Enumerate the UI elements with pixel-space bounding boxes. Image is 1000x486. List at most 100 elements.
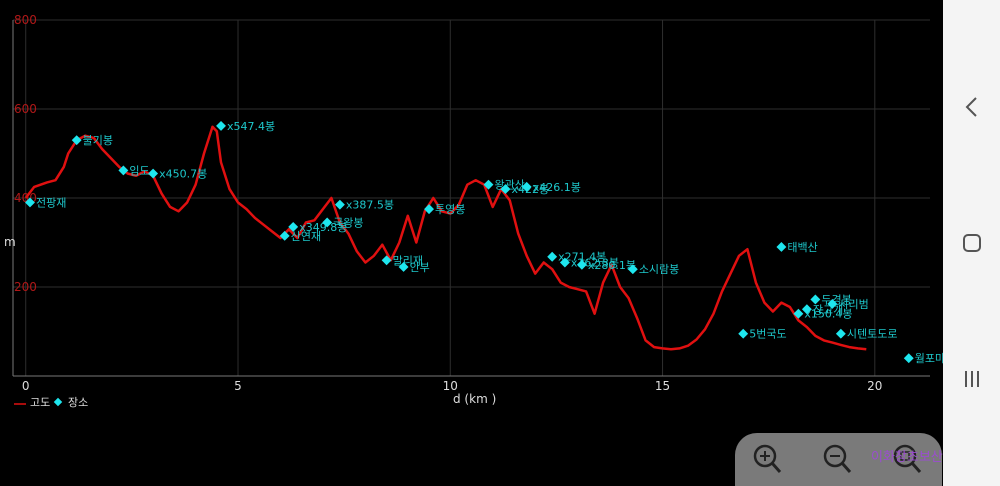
grid	[13, 19, 930, 376]
legend-elevation-label: 고도	[30, 396, 50, 409]
place-marker[interactable]: x349.8봉	[288, 221, 347, 234]
place-diamond-icon	[118, 165, 129, 176]
place-label: 국왕봉	[333, 216, 363, 229]
place-marker[interactable]: x150.4봉	[793, 308, 853, 321]
place-marker[interactable]: 장고개	[801, 303, 843, 316]
place-diamond-icon	[334, 199, 345, 210]
x-tick-label: 10	[443, 379, 458, 393]
place-marker[interactable]: 국왕봉	[322, 216, 364, 229]
place-label: x349.8봉	[299, 221, 347, 234]
legend: 고도 장소	[14, 396, 88, 409]
place-diamond-icon	[835, 328, 846, 339]
x-tick-label: 20	[867, 379, 882, 393]
back-chevron-icon[interactable]	[943, 77, 1000, 137]
place-diamond-icon	[398, 262, 409, 272]
place-label: 임도	[129, 164, 149, 177]
place-diamond-icon	[793, 308, 804, 319]
place-diamond-icon	[559, 257, 570, 268]
place-label: 투영봉	[435, 203, 465, 216]
place-label: x271.4봉	[558, 251, 606, 264]
place-diamond-icon	[148, 168, 159, 179]
place-label: 태백산	[787, 241, 817, 254]
place-marker[interactable]: 월포마을	[903, 352, 943, 365]
place-label: x280.1봉	[588, 259, 636, 272]
place-diamond-icon	[627, 264, 638, 275]
place-marker[interactable]: 산연재	[279, 230, 321, 243]
x-axis-label: d (km )	[453, 392, 496, 406]
place-diamond-icon	[25, 197, 35, 208]
place-marker[interactable]: 시리범	[827, 298, 869, 311]
place-marker[interactable]: 임도	[118, 164, 150, 177]
place-diamond-icon	[424, 204, 434, 215]
place-marker[interactable]: 태백산	[776, 241, 818, 254]
y-axis-label: m	[4, 235, 16, 249]
place-diamond-icon	[71, 135, 82, 146]
place-diamond-icon	[576, 259, 587, 270]
y-tick-label: 800	[14, 13, 37, 27]
place-label: 장고개	[813, 303, 843, 316]
axes	[12, 20, 930, 377]
y-tick-label: 600	[14, 102, 37, 116]
place-label: 안부	[410, 261, 430, 274]
place-label: 소시람봉	[639, 263, 679, 276]
place-label: 전팡재	[36, 196, 66, 209]
place-diamond-icon	[483, 179, 494, 190]
x-tick-label: 15	[655, 379, 670, 393]
y-tick-label: 200	[14, 280, 37, 294]
x-tick-labels: 0 5 10 15 20	[22, 379, 883, 393]
place-diamond-icon	[500, 184, 511, 195]
place-diamond-icon	[547, 251, 558, 262]
place-label: 산연재	[291, 230, 321, 243]
place-marker[interactable]: 소시람봉	[627, 263, 679, 276]
zoom-out-icon[interactable]	[817, 441, 857, 477]
elevation-line	[24, 125, 867, 351]
zoom-in-icon[interactable]	[747, 441, 787, 477]
legend-place-swatch	[53, 397, 63, 407]
place-marker[interactable]: 투영봉	[424, 203, 465, 216]
place-marker[interactable]: 시텐토도로	[835, 328, 898, 341]
place-marker[interactable]: 안부	[398, 261, 430, 274]
place-marker[interactable]: 전팡재	[25, 196, 66, 209]
place-label: 시리범	[838, 298, 868, 311]
place-label: x547.4봉	[227, 120, 275, 133]
zoom-controls	[735, 433, 942, 486]
place-diamond-icon	[801, 304, 812, 315]
place-marker[interactable]: 불기봉	[71, 134, 113, 147]
place-marker[interactable]: x426.1봉	[521, 181, 581, 194]
place-label: 5번국도	[749, 328, 786, 341]
place-diamond-icon	[381, 255, 392, 266]
place-label: 월포마을	[915, 352, 943, 365]
place-diamond-icon	[738, 328, 749, 339]
place-marker[interactable]: 5번국도	[738, 328, 787, 341]
place-diamond-icon	[521, 181, 532, 192]
place-label: x150.4봉	[804, 308, 852, 321]
place-label: x450.7봉	[159, 168, 207, 181]
place-diamond-icon	[810, 294, 821, 305]
place-label: 말리재	[393, 254, 423, 267]
place-diamond-icon	[279, 230, 290, 241]
place-label: 시텐토도로	[847, 328, 898, 341]
place-marker[interactable]: 말리재	[381, 254, 423, 267]
zoom-reset-icon[interactable]	[887, 441, 927, 477]
place-marker[interactable]: x387.5봉	[334, 199, 394, 212]
place-label: 불기봉	[83, 134, 113, 147]
home-icon[interactable]	[943, 213, 1000, 273]
place-diamond-icon	[216, 120, 226, 131]
recents-icon[interactable]	[943, 349, 1000, 409]
place-diamond-icon	[288, 221, 299, 232]
place-label: x426.1봉	[533, 181, 581, 194]
android-nav-bar	[943, 0, 1000, 486]
place-marker[interactable]: x422봉	[500, 183, 550, 196]
place-diamond-icon	[776, 242, 787, 252]
place-label: x422봉	[511, 183, 549, 196]
place-diamond-icon	[827, 298, 838, 309]
place-marker[interactable]: x450.7봉	[148, 168, 207, 181]
place-diamond-icon	[903, 353, 914, 364]
place-marker[interactable]: x280.1봉	[576, 259, 636, 272]
place-diamond-icon	[322, 217, 333, 228]
place-marker[interactable]: x547.4봉	[216, 120, 275, 133]
place-label: x387.5봉	[346, 199, 394, 212]
